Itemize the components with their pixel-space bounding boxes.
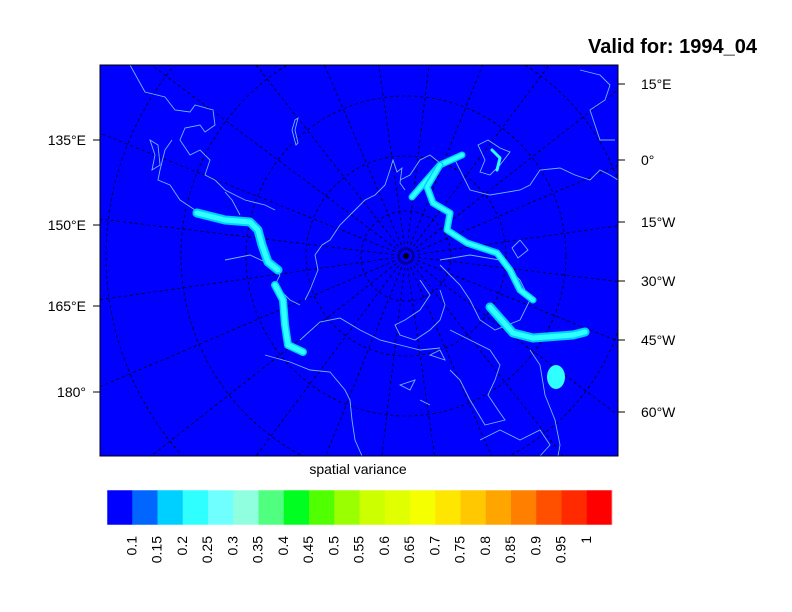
map-background xyxy=(100,65,618,456)
colorbar-box xyxy=(334,490,360,525)
plot-title: Valid for: 1994_04 xyxy=(588,36,758,58)
meridian-line xyxy=(405,65,430,257)
colorbar-frame xyxy=(106,489,613,526)
colorbar-box xyxy=(283,490,310,525)
colorbar-box xyxy=(309,490,335,525)
colorbar-label: 0.5 xyxy=(325,536,341,556)
meridian-line xyxy=(100,255,407,388)
colorbar-box xyxy=(182,490,209,525)
meridian-line xyxy=(151,65,407,257)
colorbar-label: 0.3 xyxy=(224,536,240,556)
meridian-line xyxy=(255,65,407,257)
meridian-line xyxy=(324,65,407,257)
meridian-line xyxy=(378,65,407,257)
colorbar-label: 0.1 xyxy=(123,536,139,556)
map-panel: 135°E 150°E 165°E 180° 15°E 0° 15°W 30°W 45°W 60°… xyxy=(48,64,676,457)
colorbar-box xyxy=(359,490,386,525)
coastlines xyxy=(129,65,618,456)
parallel-line xyxy=(305,155,507,357)
meridian-line xyxy=(100,132,407,257)
colorbar-box xyxy=(435,490,461,525)
colorbar-label: 0.65 xyxy=(401,536,417,563)
colorbar-box xyxy=(107,490,133,525)
colorbar-box xyxy=(511,490,537,525)
colorbar-label: 0.45 xyxy=(300,536,316,563)
variance-highlights xyxy=(192,148,590,389)
colorbar-label: 0.6 xyxy=(376,536,392,556)
colorbar-box xyxy=(586,490,613,525)
right-lon-label: 30°W xyxy=(641,273,676,289)
colorbar-label: 0.9 xyxy=(527,536,543,556)
colorbar-label: 0.15 xyxy=(149,536,165,563)
colorbar-label: 0.2 xyxy=(174,536,190,556)
colorbar-label: 0.35 xyxy=(250,536,266,563)
right-lon-label: 0° xyxy=(641,152,654,168)
colorbar-label: 0.85 xyxy=(502,536,518,563)
colorbar-box xyxy=(536,490,562,525)
right-lon-label: 15°E xyxy=(641,76,672,92)
right-lon-label: 45°W xyxy=(641,332,676,348)
parallel-line xyxy=(524,65,618,180)
meridian-line xyxy=(405,255,564,456)
parallel-line xyxy=(105,66,180,454)
colorbar-box xyxy=(132,490,158,525)
colorbar: 0.1 0.15 0.2 0.25 0.3 0.35 0.4 0.45 0.5 0.55 0.6 0.… xyxy=(106,489,613,563)
colorbar-box xyxy=(460,490,487,525)
left-lon-label: 150°E xyxy=(48,217,86,233)
colorbar-title: spatial variance xyxy=(309,461,406,477)
colorbar-label: 0.25 xyxy=(199,536,215,563)
colorbar-box xyxy=(258,490,285,525)
meridian-line xyxy=(405,255,435,456)
colorbar-box xyxy=(157,490,184,525)
meridian-line xyxy=(405,165,618,257)
colorbar-label: 0.95 xyxy=(553,536,569,563)
meridian-line xyxy=(405,255,492,456)
right-lon-label: 15°W xyxy=(641,214,676,230)
colorbar-label: 0.55 xyxy=(351,536,367,563)
left-lon-label: 165°E xyxy=(48,298,86,314)
left-lon-label: 135°E xyxy=(48,132,86,148)
colorbar-box xyxy=(561,490,588,525)
right-lon-label: 60°W xyxy=(641,404,676,420)
map-frame xyxy=(99,64,619,457)
colorbar-box xyxy=(208,490,234,525)
parallel-line xyxy=(180,65,301,456)
left-lon-label: 180° xyxy=(57,384,86,400)
colorbar-box xyxy=(485,490,512,525)
colorbar-label: 1 xyxy=(578,536,594,544)
colorbar-box xyxy=(384,490,411,525)
colorbar-label: 0.7 xyxy=(426,536,442,556)
meridian-line xyxy=(405,65,550,257)
colorbar-box xyxy=(410,490,436,525)
colorbar-label: 0.4 xyxy=(275,536,291,556)
colorbar-label: 0.8 xyxy=(477,536,493,556)
colorbar-box xyxy=(233,490,259,525)
colorbar-label: 0.75 xyxy=(452,536,468,563)
parallel-line xyxy=(360,210,452,302)
meridian-line xyxy=(405,255,618,342)
